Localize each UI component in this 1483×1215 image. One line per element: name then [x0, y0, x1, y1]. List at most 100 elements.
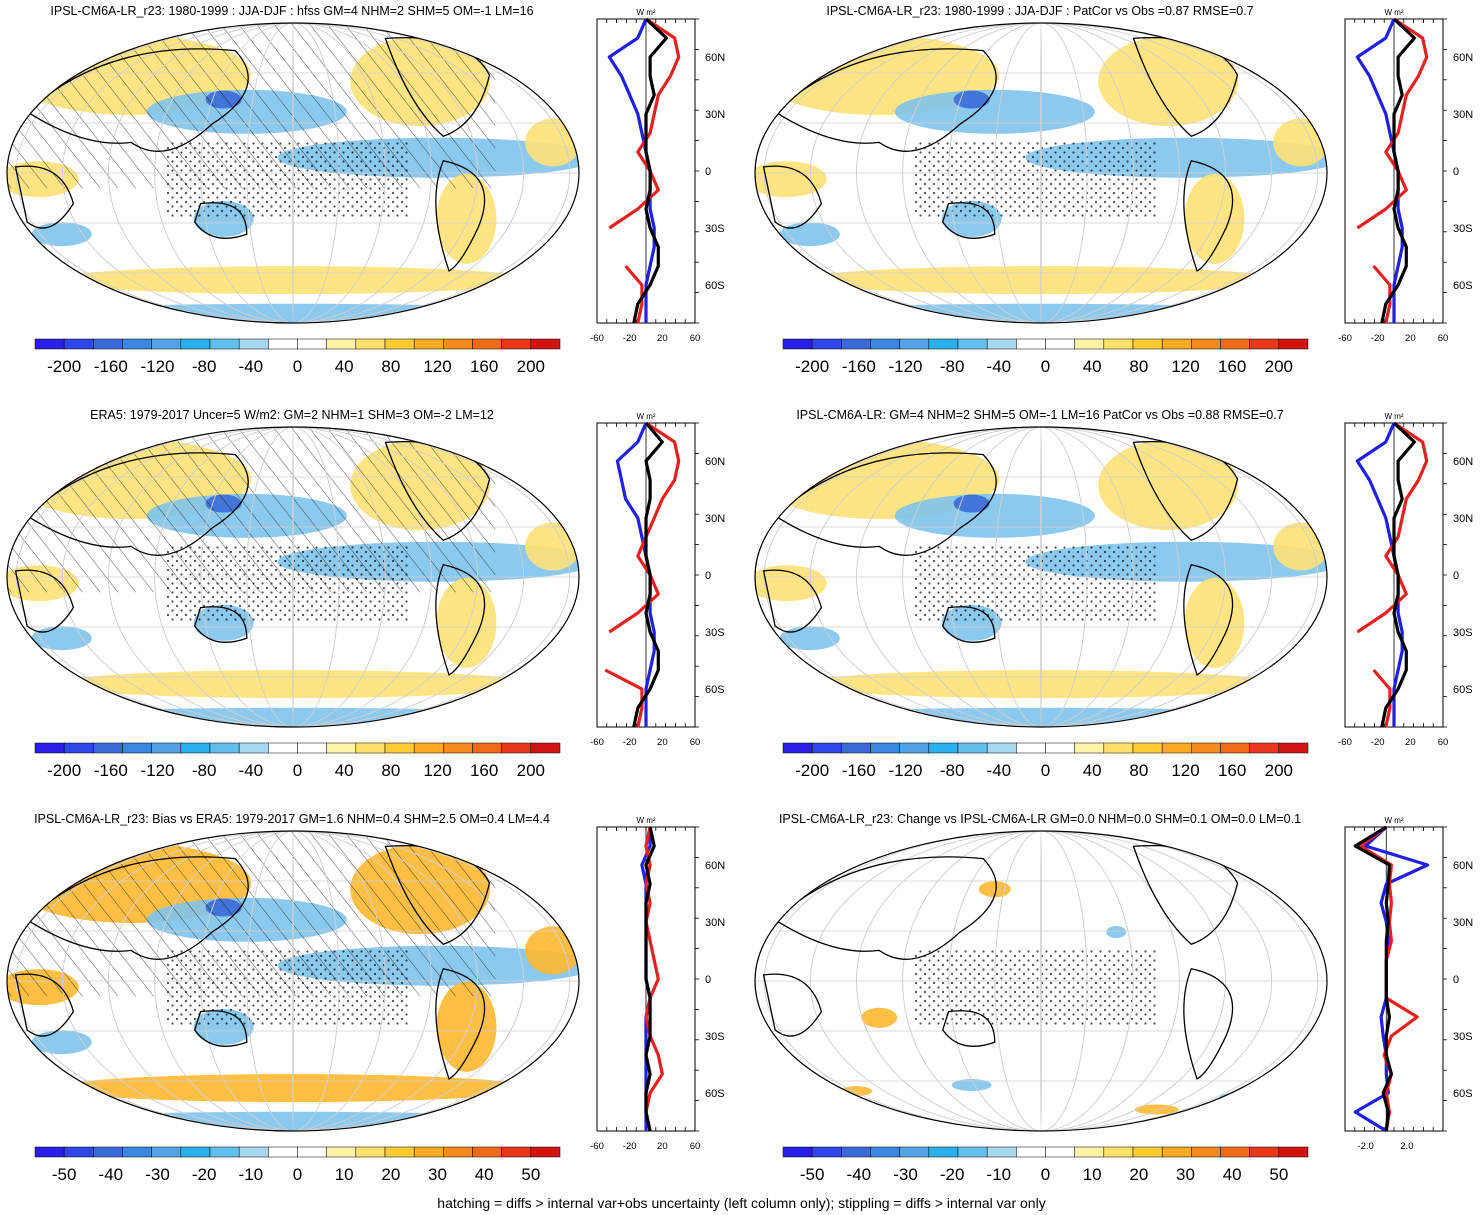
colorbar-swatch	[782, 1146, 813, 1158]
colorbar-label: 40	[1083, 761, 1102, 780]
colorbar-swatch	[93, 338, 123, 350]
colorbar-swatch	[957, 338, 988, 350]
colorbar-swatch	[209, 338, 240, 350]
colorbar-swatch	[986, 1146, 1017, 1158]
profile-y-tick: 60S	[705, 1088, 725, 1100]
colorbar-swatch	[1045, 338, 1075, 350]
colorbar-swatch	[1016, 338, 1046, 350]
colorbar-swatch	[501, 742, 532, 754]
profile-y-tick: 60N	[1453, 860, 1473, 872]
colorbar-swatch	[1103, 742, 1134, 754]
colorbar-swatch	[841, 742, 871, 754]
colorbar-label: 120	[1171, 761, 1199, 780]
field-patch	[13, 1111, 573, 1131]
colorbar-swatch	[870, 742, 900, 754]
profile-line-black	[644, 826, 656, 1132]
profile-x-tick: 60	[690, 1141, 701, 1152]
field-patch	[436, 173, 497, 264]
colorbar-swatch	[1220, 338, 1250, 350]
colorbar-swatch	[122, 742, 152, 754]
colorbar-label: -20	[940, 1165, 965, 1184]
profile-y-tick: 30S	[705, 223, 725, 235]
profile-x-tick: -60	[590, 737, 604, 748]
profile-y-tick: 30S	[1453, 1031, 1473, 1043]
profile-y-tick: 30N	[1453, 513, 1473, 525]
colorbar-swatch	[355, 1146, 386, 1158]
panel-title: IPSL-CM6A-LR: GM=4 NHM=2 SHM=5 OM=-1 LM=…	[796, 408, 1284, 422]
field-patch	[761, 707, 1321, 727]
profile-y-tick: 30N	[1453, 917, 1473, 929]
colorbar-label: -160	[94, 357, 128, 376]
colorbar-label: 160	[470, 761, 498, 780]
colorbar-label: 80	[381, 357, 400, 376]
profile-y-tick: 30S	[1453, 223, 1473, 235]
colorbar-swatch	[209, 742, 240, 754]
field-patch	[953, 494, 990, 513]
profile-y-tick: 0	[1453, 166, 1459, 178]
colorbar-label: -160	[842, 357, 876, 376]
profile-unit: W m²	[1384, 412, 1403, 421]
colorbar-label: -200	[795, 761, 829, 780]
colorbar-swatch	[782, 338, 813, 350]
colorbar-swatch	[443, 742, 473, 754]
profile-y-tick: 60S	[1453, 280, 1473, 292]
colorbar-swatch	[1249, 1146, 1280, 1158]
profile-x-tick: -20	[623, 1141, 637, 1152]
profile-y-tick: 30N	[705, 513, 725, 525]
colorbar-label: -200	[795, 357, 829, 376]
colorbar-swatch	[413, 338, 444, 350]
colorbar-label: 50	[521, 1165, 540, 1184]
field-patch	[1098, 36, 1239, 127]
colorbar-swatch	[986, 338, 1017, 350]
field-patch	[53, 1074, 533, 1103]
colorbar-swatch	[151, 742, 182, 754]
profile-y-tick: 30S	[705, 1031, 725, 1043]
colorbar-swatch	[443, 1146, 473, 1158]
field-patch	[1106, 926, 1127, 939]
profile-y-tick: 60N	[705, 52, 725, 64]
profile-y-tick: 60N	[1453, 456, 1473, 468]
colorbar-swatch	[1074, 1146, 1105, 1158]
colorbar-swatch	[326, 742, 357, 754]
field-patch	[1219, 1092, 1268, 1103]
colorbar-swatch	[238, 742, 269, 754]
colorbar-swatch	[122, 1146, 152, 1158]
hatching-overlay	[7, 831, 496, 997]
zonal-profile: W m² 60N 30N 0 30S 60S -60 -20 20 60	[590, 816, 725, 1152]
colorbar-swatch	[297, 338, 327, 350]
profile-y-tick: 30N	[705, 109, 725, 121]
profile-x-tick: -20	[623, 333, 637, 344]
field-patch	[1134, 1104, 1179, 1115]
field-patch	[978, 881, 1011, 898]
profile-unit: W m²	[1384, 816, 1403, 825]
colorbar-swatch	[782, 742, 813, 754]
colorbar-swatch	[1132, 1146, 1163, 1158]
field-patch	[436, 577, 497, 668]
colorbar-swatch	[384, 1146, 415, 1158]
colorbar-swatch	[297, 1146, 327, 1158]
colorbar-swatch	[1191, 742, 1221, 754]
profile-line-black	[632, 17, 668, 324]
colorbar-label: -10	[987, 1165, 1012, 1184]
profile-x-tick: -2.0	[1357, 1141, 1373, 1152]
colorbar-label: 0	[1041, 357, 1050, 376]
profile-x-tick: 60	[690, 333, 701, 344]
colorbar-label: -30	[893, 1165, 918, 1184]
colorbar-swatch	[1249, 338, 1280, 350]
profile-line-blue	[1355, 18, 1404, 323]
footnote: hatching = diffs > internal var+obs unce…	[437, 1195, 1046, 1211]
zonal-profile: W m² 60N 30N 0 30S 60S -60 -20 20 60	[1338, 412, 1473, 748]
colorbar-swatch	[1161, 1146, 1192, 1158]
colorbar-label: -120	[140, 357, 174, 376]
colorbar-label: -200	[47, 761, 81, 780]
profile-x-tick: 20	[657, 737, 668, 748]
colorbar-label: 120	[423, 357, 451, 376]
profile-x-tick: -60	[590, 333, 604, 344]
colorbar-label: 10	[1083, 1165, 1102, 1184]
colorbar-swatch	[34, 742, 65, 754]
colorbar-label: 50	[1269, 1165, 1288, 1184]
profile-unit: W m²	[636, 412, 655, 421]
colorbar-swatch	[180, 742, 211, 754]
field-patch	[1184, 173, 1245, 264]
colorbar-label: 80	[1129, 761, 1148, 780]
